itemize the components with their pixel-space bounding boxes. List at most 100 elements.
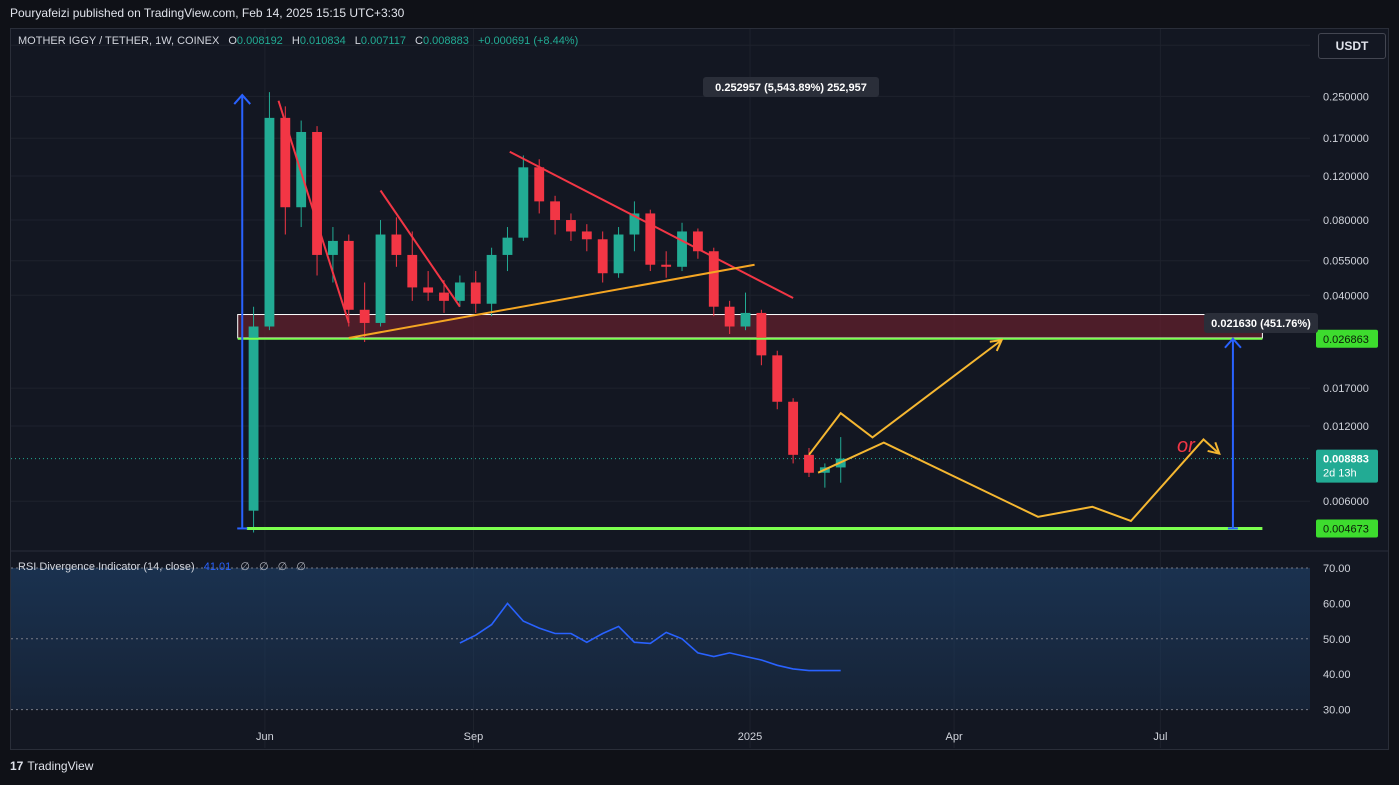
price-tick-3: 0.120000 bbox=[1323, 171, 1369, 183]
currency-button[interactable]: USDT bbox=[1318, 33, 1386, 59]
candle-body-33 bbox=[772, 355, 783, 402]
measure-up-label: 0.252957 (5,543.89%) 252,957 bbox=[715, 82, 867, 94]
candle-body-8 bbox=[375, 234, 386, 323]
rsi-tick-1: 60.00 bbox=[1323, 598, 1351, 610]
price-tick-2: 0.170000 bbox=[1323, 133, 1369, 145]
projection-down-arrowhead bbox=[1207, 442, 1221, 456]
candle-body-23 bbox=[613, 234, 624, 274]
grid bbox=[11, 29, 1388, 748]
rsi-name: RSI Divergence Indicator (14, close) bbox=[18, 561, 195, 573]
measure-up-label-bg bbox=[703, 77, 879, 97]
candle-body-6 bbox=[343, 240, 354, 310]
candle-body-17 bbox=[518, 167, 529, 238]
candle-body-10 bbox=[407, 254, 418, 288]
price-tick-9: 0.012000 bbox=[1323, 421, 1369, 433]
rsi-band bbox=[11, 567, 1310, 711]
projection-down bbox=[817, 437, 1220, 523]
level-lower-tag-bg bbox=[1316, 519, 1378, 538]
candle-body-5 bbox=[327, 240, 338, 255]
level-upper-tag: 0.026863 bbox=[1323, 334, 1369, 346]
candle-body-21 bbox=[581, 231, 592, 240]
price-tick-4: 0.080000 bbox=[1323, 215, 1369, 227]
price-tick-8: 0.017000 bbox=[1323, 383, 1369, 395]
overlay-labels: or 0.252957 (5,543.89%) 252,957 0.021630 (… bbox=[703, 77, 1318, 457]
open-value: 0.008192 bbox=[236, 35, 283, 47]
candle-body-20 bbox=[566, 220, 576, 232]
candle-body-24 bbox=[629, 213, 640, 235]
last-price-tag-bg bbox=[1316, 449, 1378, 483]
close-key: C bbox=[415, 35, 423, 47]
price-tick-1: 0.250000 bbox=[1323, 91, 1369, 103]
candle-body-35 bbox=[804, 454, 814, 473]
or-text: or bbox=[1177, 435, 1196, 457]
publish-line: Pouryafeizi published on TradingView.com… bbox=[10, 6, 405, 20]
level-upper-tag-bg bbox=[1316, 329, 1378, 348]
rsi-tick-2: 50.00 bbox=[1323, 634, 1351, 646]
candle-body-11 bbox=[423, 287, 434, 293]
rsi-band-fill bbox=[11, 567, 1310, 710]
footer-brand: TradingView bbox=[27, 759, 94, 773]
drawings-back bbox=[11, 314, 1310, 460]
countdown-tag: 2d 13h bbox=[1323, 468, 1357, 480]
triangle-line-1 bbox=[379, 189, 461, 308]
triangle-line-0 bbox=[277, 100, 350, 324]
candle-body-9 bbox=[391, 234, 402, 255]
measure-up-arrow-arrowhead bbox=[233, 93, 251, 105]
candle-body-34 bbox=[788, 401, 799, 455]
candle-body-16 bbox=[502, 237, 513, 255]
tradingview-logo-icon: 17 bbox=[10, 759, 24, 773]
rsi-tick-4: 30.00 bbox=[1323, 705, 1351, 717]
price-tick-11: 0.006000 bbox=[1323, 496, 1369, 508]
candle-body-25 bbox=[645, 213, 656, 265]
high-key: H bbox=[291, 35, 300, 47]
rsi-empty-2: ∅ bbox=[259, 561, 269, 573]
rsi-empty-1: ∅ bbox=[240, 561, 250, 573]
time-tick-4: Jul bbox=[1153, 731, 1167, 743]
time-tick-0: Jun bbox=[256, 731, 274, 743]
measure-right-arrow-arrowhead bbox=[1224, 337, 1242, 349]
rsi-empty-3: ∅ bbox=[277, 561, 288, 573]
measure-right-label-bg bbox=[1204, 313, 1318, 333]
candle-body-1 bbox=[264, 117, 275, 327]
time-tick-2: 2025 bbox=[738, 731, 762, 743]
level-lower-tag: 0.004673 bbox=[1323, 523, 1369, 535]
rsi-empty-4: ∅ bbox=[296, 561, 306, 573]
candle-body-14 bbox=[470, 282, 481, 304]
candle-body-4 bbox=[312, 131, 322, 255]
projection-up bbox=[808, 339, 1003, 456]
time-tick-1: Sep bbox=[464, 731, 484, 743]
symbol-name: MOTHER IGGY / TETHER, 1W, COINEX bbox=[18, 35, 220, 47]
rsi-tick-0: 70.00 bbox=[1323, 563, 1351, 575]
candle-body-30 bbox=[724, 306, 735, 327]
time-axis: Jun Sep 2025 Apr Jul bbox=[256, 731, 1167, 743]
candle-body-26 bbox=[661, 264, 672, 267]
candle-body-15 bbox=[486, 254, 497, 304]
candle-body-0 bbox=[248, 326, 259, 511]
rsi-legend[interactable]: RSI Divergence Indicator (14, close) 41.… bbox=[18, 560, 312, 573]
symbol-legend[interactable]: MOTHER IGGY / TETHER, 1W, COINEX O0.0081… bbox=[18, 35, 584, 47]
last-price-tag: 0.008883 bbox=[1323, 454, 1369, 466]
rsi-tick-3: 40.00 bbox=[1323, 669, 1351, 681]
candle-body-31 bbox=[740, 312, 751, 327]
candle-body-12 bbox=[439, 292, 449, 301]
close-value: 0.008883 bbox=[423, 35, 469, 47]
candle-body-13 bbox=[454, 282, 465, 301]
candles bbox=[248, 92, 846, 533]
rsi-value: 41.01 bbox=[203, 561, 232, 573]
candle-body-2 bbox=[280, 117, 291, 208]
measure-right-label: 0.021630 (451.76%) bbox=[1211, 318, 1311, 330]
price-axis: 0.4000000.2500000.1700000.1200000.080000… bbox=[1316, 40, 1378, 717]
candle-body-28 bbox=[692, 231, 703, 252]
drawings bbox=[233, 93, 1263, 530]
candle-body-18 bbox=[534, 167, 545, 202]
candle-body-27 bbox=[677, 231, 687, 267]
price-tick-6: 0.040000 bbox=[1323, 290, 1369, 302]
candle-body-7 bbox=[359, 309, 370, 323]
rsi-line bbox=[459, 602, 841, 672]
time-tick-3: Apr bbox=[946, 731, 963, 743]
projection-up-arrowhead bbox=[989, 338, 1004, 352]
high-value: 0.010834 bbox=[299, 35, 346, 47]
triangle-line-2 bbox=[509, 150, 794, 299]
top-bar: Pouryafeizi published on TradingView.com… bbox=[0, 0, 1399, 28]
